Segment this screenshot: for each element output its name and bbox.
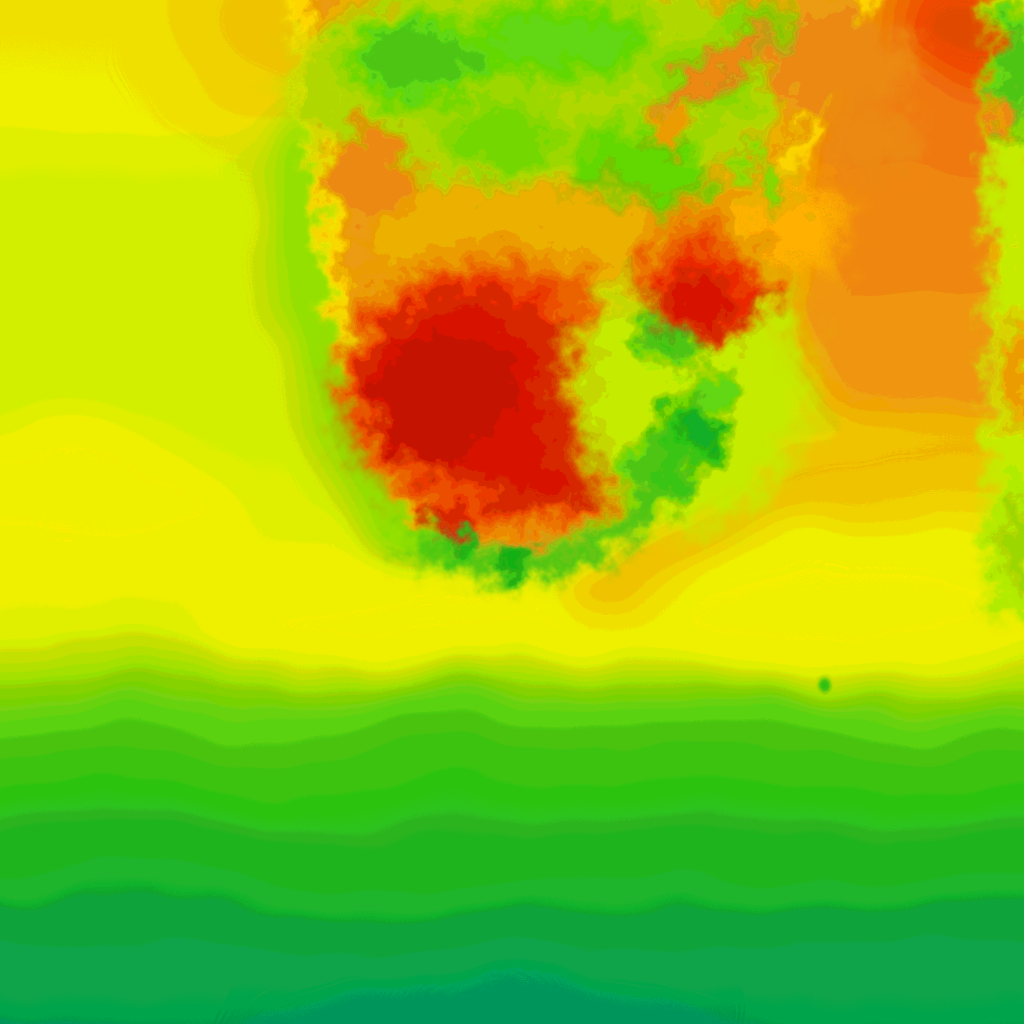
east-dark-green-spot <box>684 410 720 446</box>
teal-cold-patch-bottom <box>252 988 708 1024</box>
vegetation-green-patch <box>470 0 650 80</box>
ne-orange-blob <box>765 16 915 112</box>
ne-red-core <box>672 278 728 322</box>
amber-band-above-core <box>370 185 670 295</box>
yellow-band-center <box>200 567 660 677</box>
small-green-ocean-dot <box>833 669 847 683</box>
madagascar-orange-spot <box>986 99 1018 131</box>
madagascar-landmass <box>985 0 1024 625</box>
south-coast-green-band <box>405 439 697 580</box>
ne-orange-blob <box>820 104 924 180</box>
limpopo-hot-lowlands <box>634 16 924 340</box>
cape-south-coast-cool-band <box>405 439 697 580</box>
north-orange-wisp <box>657 25 773 119</box>
south-coast-green-spot <box>447 531 477 561</box>
ne-green-fleck <box>755 171 793 209</box>
madagascar-orange-spot <box>985 247 1007 269</box>
north-orange-spot <box>652 110 692 150</box>
madagascar-base <box>988 0 1024 625</box>
madagascar-orange-coast <box>1003 312 1024 432</box>
west-orange-blob <box>330 122 414 222</box>
yellow-band-east <box>630 543 1024 673</box>
yellow-band-west <box>0 437 235 573</box>
africa-landmass <box>288 0 924 580</box>
south-coast-green-spot <box>499 541 533 575</box>
madagascar-red-north-spot <box>987 29 1013 55</box>
ne-green-fleck <box>732 147 762 177</box>
vegetation-green-patch <box>445 105 555 175</box>
east-green-spot <box>690 368 738 416</box>
madagascar-green-south <box>994 470 1024 620</box>
vegetation-green-patch <box>350 15 490 105</box>
